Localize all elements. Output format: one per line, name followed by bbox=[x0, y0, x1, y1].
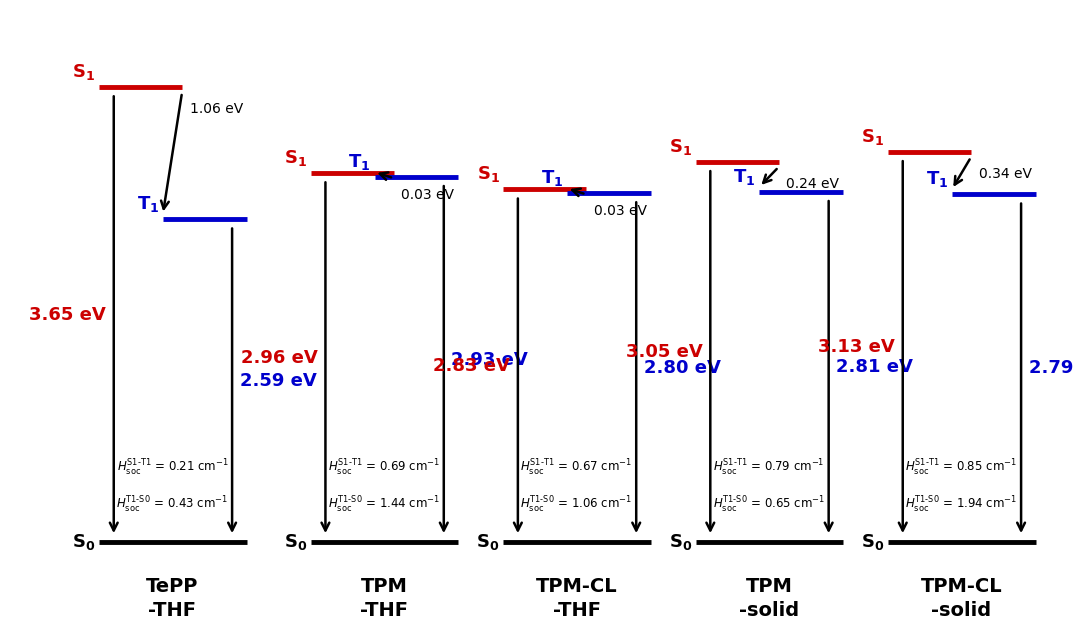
Text: $\mathbf{T_1}$: $\mathbf{T_1}$ bbox=[137, 194, 159, 214]
Text: 0.34 eV: 0.34 eV bbox=[978, 167, 1031, 181]
Text: $H_{\rm soc}^{\rm T1\text{-}S0}$ = 1.94 cm$^{-1}$: $H_{\rm soc}^{\rm T1\text{-}S0}$ = 1.94 … bbox=[905, 495, 1017, 515]
Text: TePP
-THF: TePP -THF bbox=[146, 577, 199, 617]
Text: 2.80 eV: 2.80 eV bbox=[644, 358, 720, 377]
Text: $\mathbf{T_1}$: $\mathbf{T_1}$ bbox=[926, 170, 948, 189]
Text: TPM
-solid: TPM -solid bbox=[739, 577, 799, 617]
Text: 2.96 eV: 2.96 eV bbox=[241, 349, 318, 366]
Text: $\mathbf{S_0}$: $\mathbf{S_0}$ bbox=[72, 532, 95, 552]
Text: $H_{\rm soc}^{\rm S1\text{-}T1}$ = 0.69 cm$^{-1}$: $H_{\rm soc}^{\rm S1\text{-}T1}$ = 0.69 … bbox=[328, 457, 441, 478]
Text: $\mathbf{S_1}$: $\mathbf{S_1}$ bbox=[669, 137, 692, 157]
Text: 0.03 eV: 0.03 eV bbox=[594, 204, 647, 218]
Text: $\mathbf{T_1}$: $\mathbf{T_1}$ bbox=[349, 152, 370, 172]
Text: $\mathbf{S_1}$: $\mathbf{S_1}$ bbox=[476, 165, 500, 184]
Text: TPM
-THF: TPM -THF bbox=[360, 577, 408, 617]
Text: 0.24 eV: 0.24 eV bbox=[786, 177, 839, 191]
Text: 2.81 eV: 2.81 eV bbox=[836, 358, 914, 376]
Text: 2.59 eV: 2.59 eV bbox=[240, 372, 316, 390]
Text: $\mathbf{S_0}$: $\mathbf{S_0}$ bbox=[476, 532, 500, 552]
Text: $\mathbf{T_1}$: $\mathbf{T_1}$ bbox=[733, 167, 756, 187]
Text: $\mathbf{S_0}$: $\mathbf{S_0}$ bbox=[669, 532, 692, 552]
Text: 3.65 eV: 3.65 eV bbox=[29, 306, 106, 324]
Text: 2.83 eV: 2.83 eV bbox=[433, 357, 510, 375]
Text: 2.93 eV: 2.93 eV bbox=[451, 350, 528, 368]
Text: $H_{\rm soc}^{\rm S1\text{-}T1}$ = 0.21 cm$^{-1}$: $H_{\rm soc}^{\rm S1\text{-}T1}$ = 0.21 … bbox=[117, 457, 228, 478]
Text: $H_{\rm soc}^{\rm T1\text{-}S0}$ = 0.65 cm$^{-1}$: $H_{\rm soc}^{\rm T1\text{-}S0}$ = 0.65 … bbox=[713, 495, 825, 515]
Text: $H_{\rm soc}^{\rm T1\text{-}S0}$ = 1.06 cm$^{-1}$: $H_{\rm soc}^{\rm T1\text{-}S0}$ = 1.06 … bbox=[521, 495, 633, 515]
Text: TPM-CL
-THF: TPM-CL -THF bbox=[536, 577, 618, 617]
Text: $\mathbf{S_1}$: $\mathbf{S_1}$ bbox=[284, 148, 307, 168]
Text: 0.03 eV: 0.03 eV bbox=[402, 188, 455, 202]
Text: $\mathbf{S_0}$: $\mathbf{S_0}$ bbox=[861, 532, 885, 552]
Text: $H_{\rm soc}^{\rm S1\text{-}T1}$ = 0.79 cm$^{-1}$: $H_{\rm soc}^{\rm S1\text{-}T1}$ = 0.79 … bbox=[713, 457, 825, 478]
Text: $H_{\rm soc}^{\rm S1\text{-}T1}$ = 0.67 cm$^{-1}$: $H_{\rm soc}^{\rm S1\text{-}T1}$ = 0.67 … bbox=[521, 457, 633, 478]
Text: $H_{\rm soc}^{\rm S1\text{-}T1}$ = 0.85 cm$^{-1}$: $H_{\rm soc}^{\rm S1\text{-}T1}$ = 0.85 … bbox=[905, 457, 1017, 478]
Text: 1.06 eV: 1.06 eV bbox=[190, 102, 243, 116]
Text: $\mathbf{S_1}$: $\mathbf{S_1}$ bbox=[72, 62, 95, 82]
Text: $H_{\rm soc}^{\rm T1\text{-}S0}$ = 1.44 cm$^{-1}$: $H_{\rm soc}^{\rm T1\text{-}S0}$ = 1.44 … bbox=[328, 495, 441, 515]
Text: 3.05 eV: 3.05 eV bbox=[625, 343, 703, 361]
Text: 3.13 eV: 3.13 eV bbox=[819, 338, 895, 356]
Text: $\mathbf{T_1}$: $\mathbf{T_1}$ bbox=[541, 168, 563, 188]
Text: $\mathbf{S_1}$: $\mathbf{S_1}$ bbox=[862, 127, 885, 147]
Text: $\mathbf{S_0}$: $\mathbf{S_0}$ bbox=[284, 532, 307, 552]
Text: 2.79 eV: 2.79 eV bbox=[1029, 359, 1080, 378]
Text: TPM-CL
-solid: TPM-CL -solid bbox=[920, 577, 1002, 617]
Text: $H_{\rm soc}^{\rm T1\text{-}S0}$ = 0.43 cm$^{-1}$: $H_{\rm soc}^{\rm T1\text{-}S0}$ = 0.43 … bbox=[117, 495, 229, 515]
